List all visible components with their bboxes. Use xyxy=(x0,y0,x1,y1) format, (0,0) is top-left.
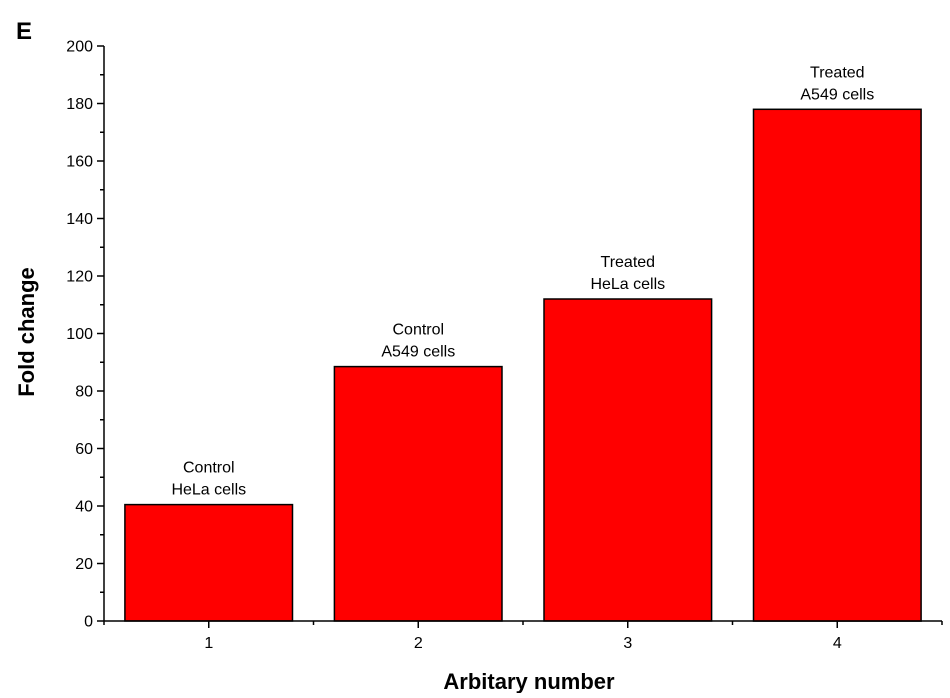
bar-4 xyxy=(752,108,922,622)
y-tick-label: 180 xyxy=(66,96,93,113)
x-tick-label: 1 xyxy=(204,635,213,652)
y-tick-label: 160 xyxy=(66,154,93,171)
bar-label-3-line-2: HeLa cells xyxy=(590,276,665,293)
labels-layer: Control HeLa cells Control A549 cells Treate… xyxy=(171,64,874,498)
y-tick-label: 100 xyxy=(66,326,93,343)
x-axis-title: Arbitary number xyxy=(443,669,615,693)
x-tick-label: 4 xyxy=(833,635,842,652)
bar-2 xyxy=(333,365,503,622)
x-tick-label: 3 xyxy=(623,635,632,652)
panel-label: E xyxy=(16,18,32,45)
y-tick-label: 200 xyxy=(66,39,93,56)
y-tick-label: 20 xyxy=(75,556,93,573)
y-tick-label: 80 xyxy=(75,384,93,401)
x-tick-label: 2 xyxy=(414,635,423,652)
bar-label-1-line-1: Control xyxy=(183,460,235,477)
bars-layer xyxy=(124,108,922,622)
bar-label-1-line-2: HeLa cells xyxy=(171,482,246,499)
bar-label-2-line-1: Control xyxy=(393,322,445,339)
y-tick-label: 40 xyxy=(75,499,93,516)
bar-1 xyxy=(124,503,294,622)
bar-label-2-line-2: A549 cells xyxy=(381,344,455,361)
bar-label-4-line-2: A549 cells xyxy=(800,86,874,103)
y-tick-label: 60 xyxy=(75,441,93,458)
bar-3 xyxy=(543,298,713,622)
y-axis-title: Fold change xyxy=(14,267,39,397)
bar-label-4-line-1: Treated xyxy=(810,64,865,81)
y-tick-label: 140 xyxy=(66,211,93,228)
y-tick-label: 120 xyxy=(66,269,93,286)
y-tick-label: 0 xyxy=(84,614,93,631)
bar-label-3-line-1: Treated xyxy=(601,254,656,271)
